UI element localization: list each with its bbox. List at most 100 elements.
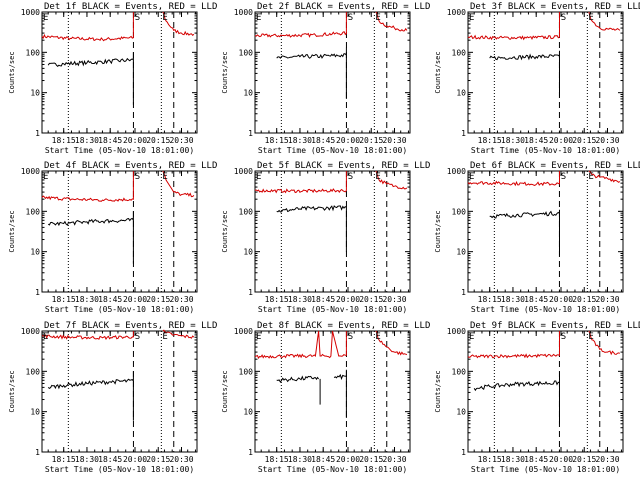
plot-8-y-tick-label: 1 [248, 448, 253, 457]
plot-3-y-axis-label: Counts/sec [434, 51, 442, 93]
plot-8-x-tick-label: 18:45 [311, 455, 335, 464]
plot-4-x-tick-label: 20:15 [146, 295, 170, 304]
plot-5-frame [254, 170, 411, 293]
plot-7-y-axis-label: Counts/sec [8, 370, 16, 412]
plot-4-title: Det 4f BLACK = Events, RED = LLD [44, 161, 217, 171]
plot-1-x-axis-label: Start Time (05-Nov-10 18:01:00) [45, 146, 194, 155]
plot-5-x-tick-label: 18:30 [288, 295, 312, 304]
plot-6-x-tick-label: 18:30 [501, 295, 525, 304]
plot-7-x-tick-label: 20:30 [169, 455, 193, 464]
plot-6-marker-e: E [469, 172, 474, 182]
plot-7-series-lld-line [162, 329, 195, 339]
plot-3-y-tick-label: 10 [456, 89, 466, 98]
plot-7-y-tick-label: 1 [35, 448, 40, 457]
plot-6-title: Det 6f BLACK = Events, RED = LLD [470, 161, 640, 171]
plot-7-y-tick-label: 100 [26, 367, 41, 376]
plot-6-frame [467, 170, 624, 293]
plot-6-x-tick-label: 18:45 [524, 295, 548, 304]
plot-5-x-tick-label: 20:00 [336, 295, 360, 304]
plot-9-y-axis-label: Counts/sec [434, 370, 442, 412]
plot-7-series-events-line [47, 371, 134, 421]
plot-4-y-tick-label: 1 [35, 288, 40, 297]
plot-8-marker-s: S [348, 332, 353, 342]
plot-6-marker-e: E [588, 172, 593, 182]
plot-3-series-events-line [489, 50, 560, 97]
plot-1-series-lld-line [41, 12, 134, 42]
plot-7-marker-e: E [162, 332, 167, 342]
plot-9-marker-e: E [588, 332, 593, 342]
plot-6-y-axis-label: Counts/sec [434, 210, 442, 252]
plot-5-y-tick-label: 10 [243, 248, 253, 257]
plot-1-series-lld-line [162, 11, 195, 36]
plot-2-series-lld-line [375, 11, 408, 32]
plot-3-x-tick-label: 18:30 [501, 136, 525, 145]
plot-2-y-tick-label: 10 [243, 89, 253, 98]
plot-1-x-tick-label: 20:15 [146, 136, 170, 145]
plot-3-x-tick-label: 18:15 [478, 136, 502, 145]
plot-6-series-lld-line [467, 171, 560, 187]
plot-2-y-tick-label: 100 [239, 48, 254, 57]
plot-1-y-axis-label: Counts/sec [8, 51, 16, 93]
plot-5-series-lld-line [375, 170, 408, 190]
plot-5-y-tick-label: 1 [248, 288, 253, 297]
plot-3-marker-e: E [469, 13, 474, 23]
plot-9-series-lld-line [588, 330, 621, 356]
plot-2-marker-e: E [256, 13, 261, 23]
plot-5-x-tick-label: 20:30 [382, 295, 406, 304]
plot-9-y-tick-label: 10 [456, 408, 466, 417]
plot-9-series-lld-line [467, 331, 560, 359]
plot-6-x-tick-label: 20:15 [572, 295, 596, 304]
plot-2-x-tick-label: 18:15 [265, 136, 289, 145]
plot-3-x-tick-label: 18:45 [524, 136, 548, 145]
plot-9-x-tick-label: 20:00 [549, 455, 573, 464]
plot-3-title: Det 3f BLACK = Events, RED = LLD [470, 2, 640, 12]
plot-6-y-tick-label: 10 [456, 248, 466, 257]
plot-6-x-tick-label: 20:30 [595, 295, 619, 304]
plot-4-series-lld-line [162, 170, 195, 198]
plot-6-y-tick-label: 1000 [447, 167, 466, 176]
plot-2-marker-s: S [348, 13, 353, 23]
plot-7-y-tick-label: 1000 [21, 327, 40, 336]
plot-6-x-tick-label: 18:15 [478, 295, 502, 304]
plot-9-x-axis-label: Start Time (05-Nov-10 18:01:00) [471, 465, 620, 474]
plot-7-x-tick-label: 18:15 [52, 455, 76, 464]
plot-6-x-axis-label: Start Time (05-Nov-10 18:01:00) [471, 305, 620, 314]
plot-2-y-tick-label: 1 [248, 129, 253, 138]
plot-7-title: Det 7f BLACK = Events, RED = LLD [44, 321, 217, 331]
plot-9-x-tick-label: 20:30 [595, 455, 619, 464]
plot-1-series-events-line [47, 52, 134, 105]
plot-8-y-tick-label: 10 [243, 408, 253, 417]
plot-8-x-tick-label: 18:30 [288, 455, 312, 464]
plot-9-x-tick-label: 20:15 [572, 455, 596, 464]
plot-3-series-lld-line [588, 11, 621, 31]
plot-1-title: Det 1f BLACK = Events, RED = LLD [44, 2, 217, 12]
plot-7-marker-s: S [135, 332, 140, 342]
plot-5-y-tick-label: 1000 [234, 167, 253, 176]
plot-1-x-tick-label: 18:45 [98, 136, 122, 145]
plot-9-marker-e: E [469, 332, 474, 342]
plot-7-frame [41, 330, 198, 453]
plot-1-marker-e: E [162, 13, 167, 23]
plot-1-x-tick-label: 18:15 [52, 136, 76, 145]
plot-4-x-axis-label: Start Time (05-Nov-10 18:01:00) [45, 305, 194, 314]
plot-2-x-axis-label: Start Time (05-Nov-10 18:01:00) [258, 146, 407, 155]
plot-5-marker-e: E [375, 172, 380, 182]
plot-4-y-tick-label: 1000 [21, 167, 40, 176]
plot-2-x-tick-label: 18:45 [311, 136, 335, 145]
plot-5-x-tick-label: 20:15 [359, 295, 383, 304]
plot-9-series-events-line [473, 372, 560, 424]
plot-5-marker-e: E [256, 172, 261, 182]
plot-3-x-tick-label: 20:15 [572, 136, 596, 145]
plot-5-series-lld-line [254, 171, 347, 194]
plot-7-x-tick-label: 18:45 [98, 455, 122, 464]
plot-3-frame [467, 11, 624, 134]
plot-4-y-tick-label: 10 [30, 248, 40, 257]
plot-2-y-tick-label: 1000 [234, 8, 253, 17]
plot-8-x-tick-label: 20:15 [359, 455, 383, 464]
plot-3-series-lld-line [467, 12, 560, 41]
plot-4-y-tick-label: 100 [26, 207, 41, 216]
plot-8-series-lld-line [254, 330, 347, 359]
plot-1-y-tick-label: 10 [30, 89, 40, 98]
plot-3-marker-s: S [561, 13, 566, 23]
